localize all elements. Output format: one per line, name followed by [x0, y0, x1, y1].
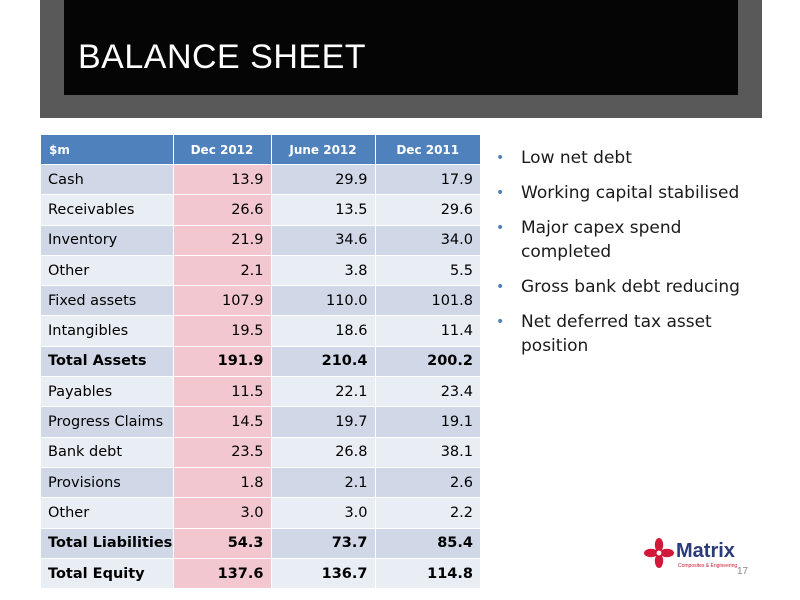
- logo-tagline: Composites & Engineering: [678, 563, 738, 569]
- dec-2011-value-cell: 34.0: [375, 224, 480, 256]
- balance-sheet-table: $m Dec 2012 June 2012 Dec 2011 Cash 13.9 2…: [41, 135, 480, 589]
- dec-2012-value-cell: 14.5: [173, 406, 272, 438]
- table-row: Provisions 1.8 2.1 2.6: [41, 466, 480, 498]
- dec-2011-value-cell: 85.4: [375, 527, 480, 559]
- matrix-star-logo-icon: [644, 538, 674, 568]
- june-2012-value-cell: 3.0: [271, 497, 376, 529]
- june-2012-value-cell: 3.8: [271, 254, 376, 286]
- dec-2012-value-cell: 19.5: [173, 315, 272, 347]
- june-2012-value-cell: 13.5: [271, 194, 376, 226]
- table-row: Fixed assets 107.9 110.0 101.8: [41, 285, 480, 316]
- bullet-text: Major capex spend completed: [521, 218, 682, 262]
- column-header-dec-2012: Dec 2012: [173, 135, 272, 165]
- dec-2012-value-cell: 21.9: [173, 224, 272, 256]
- june-2012-value-cell: 110.0: [271, 285, 376, 316]
- table-row: Bank debt 23.5 26.8 38.1: [41, 436, 480, 468]
- dec-2011-value-cell: 11.4: [375, 315, 480, 347]
- dec-2011-value-cell: 23.4: [375, 376, 480, 407]
- table-row: Total Liabilities 54.3 73.7 85.4: [41, 527, 480, 559]
- june-2012-value-cell: 18.6: [271, 315, 376, 347]
- table-row: Inventory 21.9 34.6 34.0: [41, 224, 480, 256]
- column-header-units: $m: [41, 135, 174, 165]
- bullet-dot-icon: •: [496, 150, 505, 166]
- bullet-item: • Low net debt: [496, 146, 776, 170]
- dec-2011-value-cell: 38.1: [375, 436, 480, 468]
- dec-2012-value-cell: 23.5: [173, 436, 272, 468]
- row-label-cell: Intangibles: [41, 315, 174, 347]
- dec-2011-value-cell: 200.2: [375, 345, 480, 377]
- june-2012-value-cell: 2.1: [271, 466, 376, 498]
- row-label-cell: Total Equity: [41, 557, 174, 589]
- bullet-dot-icon: •: [496, 279, 505, 295]
- bullet-item: • Major capex spend completed: [496, 216, 776, 264]
- column-header-dec-2011: Dec 2011: [375, 135, 480, 165]
- june-2012-value-cell: 34.6: [271, 224, 376, 256]
- june-2012-value-cell: 210.4: [271, 345, 376, 377]
- dec-2012-value-cell: 3.0: [173, 497, 272, 529]
- dec-2011-value-cell: 2.6: [375, 466, 480, 498]
- june-2012-value-cell: 136.7: [271, 557, 376, 589]
- june-2012-value-cell: 22.1: [271, 376, 376, 407]
- row-label-cell: Inventory: [41, 224, 174, 256]
- bullet-dot-icon: •: [496, 185, 505, 201]
- june-2012-value-cell: 19.7: [271, 406, 376, 438]
- dec-2011-value-cell: 2.2: [375, 497, 480, 529]
- table-row: Progress Claims 14.5 19.7 19.1: [41, 406, 480, 438]
- bullet-text: Working capital stabilised: [521, 183, 740, 203]
- row-label-cell: Receivables: [41, 194, 174, 226]
- dec-2011-value-cell: 5.5: [375, 254, 480, 286]
- june-2012-value-cell: 29.9: [271, 163, 376, 195]
- row-label-cell: Other: [41, 254, 174, 286]
- row-label-cell: Total Assets: [41, 345, 174, 377]
- dec-2012-value-cell: 11.5: [173, 376, 272, 407]
- bullet-text: Net deferred tax asset position: [521, 312, 712, 356]
- row-label-cell: Other: [41, 497, 174, 529]
- table-header-row: $m Dec 2012 June 2012 Dec 2011: [41, 135, 480, 165]
- dec-2012-value-cell: 191.9: [173, 345, 272, 377]
- dec-2012-value-cell: 54.3: [173, 527, 272, 559]
- table-row: Other 3.0 3.0 2.2: [41, 497, 480, 529]
- bullet-item: • Gross bank debt reducing: [496, 275, 776, 299]
- june-2012-value-cell: 26.8: [271, 436, 376, 468]
- table-row: Other 2.1 3.8 5.5: [41, 254, 480, 286]
- bullet-dot-icon: •: [496, 314, 505, 330]
- table-row: Payables 11.5 22.1 23.4: [41, 376, 480, 407]
- table-row: Total Equity 137.6 136.7 114.8: [41, 557, 480, 589]
- key-points-list: • Low net debt • Working capital stabilised…: [496, 146, 776, 369]
- dec-2012-value-cell: 1.8: [173, 466, 272, 498]
- dec-2011-value-cell: 17.9: [375, 163, 480, 195]
- row-label-cell: Cash: [41, 163, 174, 195]
- slide-title: BALANCE SHEET: [78, 38, 367, 76]
- table-row: Receivables 26.6 13.5 29.6: [41, 194, 480, 226]
- row-label-cell: Total Liabilities: [41, 527, 174, 559]
- dec-2011-value-cell: 29.6: [375, 194, 480, 226]
- table-row: Cash 13.9 29.9 17.9: [41, 163, 480, 195]
- dec-2011-value-cell: 19.1: [375, 406, 480, 438]
- june-2012-value-cell: 73.7: [271, 527, 376, 559]
- dec-2012-value-cell: 13.9: [173, 163, 272, 195]
- bullet-text: Gross bank debt reducing: [521, 277, 740, 297]
- dec-2012-value-cell: 2.1: [173, 254, 272, 286]
- company-logo: Matrix Composites & Engineering: [644, 538, 744, 570]
- row-label-cell: Provisions: [41, 466, 174, 498]
- dec-2011-value-cell: 114.8: [375, 557, 480, 589]
- row-label-cell: Fixed assets: [41, 285, 174, 316]
- logo-brand-name: Matrix: [676, 540, 735, 562]
- dec-2012-value-cell: 107.9: [173, 285, 272, 316]
- dec-2012-value-cell: 26.6: [173, 194, 272, 226]
- table-row: Total Assets 191.9 210.4 200.2: [41, 345, 480, 377]
- page-number: 17: [737, 566, 749, 577]
- bullet-text: Low net debt: [521, 148, 632, 168]
- bullet-item: • Net deferred tax asset position: [496, 310, 776, 358]
- title-banner: BALANCE SHEET: [64, 0, 738, 95]
- row-label-cell: Payables: [41, 376, 174, 407]
- table-row: Intangibles 19.5 18.6 11.4: [41, 315, 480, 347]
- bullet-item: • Working capital stabilised: [496, 181, 776, 205]
- column-header-june-2012: June 2012: [271, 135, 376, 165]
- bullet-dot-icon: •: [496, 220, 505, 236]
- row-label-cell: Bank debt: [41, 436, 174, 468]
- dec-2012-value-cell: 137.6: [173, 557, 272, 589]
- row-label-cell: Progress Claims: [41, 406, 174, 438]
- dec-2011-value-cell: 101.8: [375, 285, 480, 316]
